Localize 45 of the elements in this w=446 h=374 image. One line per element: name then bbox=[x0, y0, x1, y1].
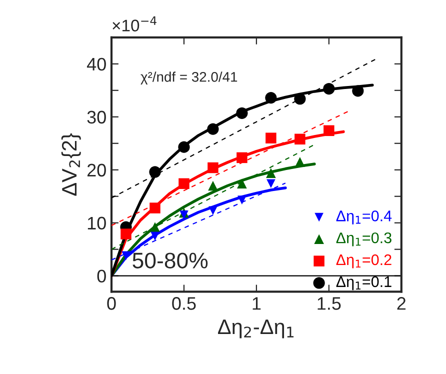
point bbox=[150, 232, 160, 240]
point bbox=[266, 168, 276, 178]
point bbox=[238, 196, 246, 204]
point bbox=[236, 107, 248, 119]
point bbox=[266, 179, 276, 188]
legend-label: Δη$_{1}$=0.1 bbox=[336, 276, 392, 290]
point bbox=[208, 162, 218, 174]
x-tick-label: 2 bbox=[397, 297, 406, 310]
point bbox=[237, 178, 247, 189]
y-tick-label: 10 bbox=[88, 216, 106, 230]
point bbox=[208, 206, 218, 216]
y-tick-label: 40 bbox=[86, 58, 106, 71]
x-tick-label: 0.5 bbox=[172, 297, 196, 310]
point bbox=[120, 228, 132, 240]
x-axis-title: Δη$_{2}$-Δη$_{1}$ bbox=[218, 320, 294, 338]
annotation: χ²/ndf = 32.0/41 bbox=[140, 72, 238, 85]
point bbox=[178, 141, 190, 153]
y-axis-title: ΔV$_{2}${2} bbox=[61, 133, 81, 196]
point bbox=[294, 93, 306, 105]
point bbox=[265, 92, 277, 104]
point bbox=[207, 123, 219, 135]
point bbox=[323, 82, 335, 95]
point bbox=[352, 85, 364, 97]
x-tick-label: 1 bbox=[252, 297, 261, 310]
point bbox=[236, 152, 248, 164]
legend-label: Δη$_{1}$=0.4 bbox=[336, 210, 392, 224]
point bbox=[122, 251, 130, 260]
y-tick-label: 0 bbox=[97, 270, 106, 283]
point bbox=[295, 157, 305, 167]
point bbox=[208, 180, 218, 191]
point bbox=[324, 125, 334, 136]
point bbox=[178, 178, 190, 190]
point bbox=[266, 132, 276, 144]
y-tick-label: 20 bbox=[87, 164, 106, 177]
x-tick-label: 0 bbox=[107, 297, 116, 310]
point bbox=[150, 222, 160, 232]
point bbox=[149, 166, 161, 178]
legend-label: Δη$_{1}$=0.3 bbox=[336, 232, 392, 246]
annotation: 50-80% bbox=[132, 252, 208, 268]
y-tick-label: 30 bbox=[87, 110, 106, 124]
legend-label: Δη$_{1}$=0.2 bbox=[336, 254, 392, 268]
point bbox=[150, 202, 160, 214]
x-tick-label: 1.5 bbox=[318, 297, 341, 310]
point bbox=[294, 134, 306, 145]
text: ×10$^{−4}$ bbox=[112, 16, 156, 32]
